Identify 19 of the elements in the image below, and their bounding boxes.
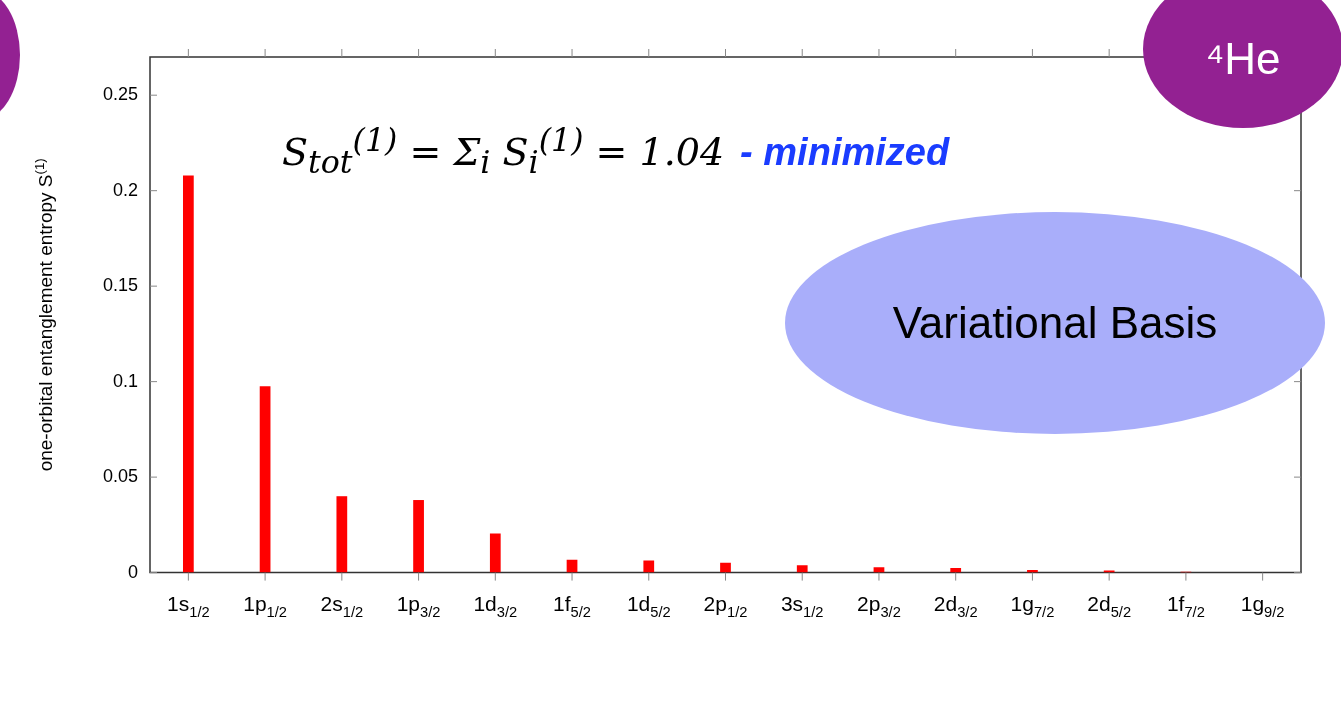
bar xyxy=(950,568,962,573)
text: S$_{tot}$$^{(1)}$ = Σ$_{i}$ S$_{i}$$^{(1)}$ = 1.04 xyxy=(282,122,725,181)
bar xyxy=(336,496,348,573)
bar xyxy=(259,386,271,573)
bar xyxy=(489,533,501,573)
bar xyxy=(796,565,808,573)
annotation: - minimized xyxy=(740,130,950,174)
y-tick-label: 0.1 xyxy=(112,370,138,391)
bar xyxy=(413,500,424,573)
y-tick-label: 0.25 xyxy=(102,84,138,105)
bar xyxy=(720,562,731,573)
bar xyxy=(643,560,655,573)
y-tick-label: 0 xyxy=(127,561,138,582)
bar xyxy=(183,175,194,573)
y-tick-label: 0.2 xyxy=(112,179,138,200)
y-tick-label: 0.05 xyxy=(102,466,138,487)
y-axis-title: one-orbital entanglement entropy S(1) xyxy=(32,158,56,472)
bar xyxy=(1103,570,1115,573)
y-tick-label: 0.15 xyxy=(102,275,138,296)
